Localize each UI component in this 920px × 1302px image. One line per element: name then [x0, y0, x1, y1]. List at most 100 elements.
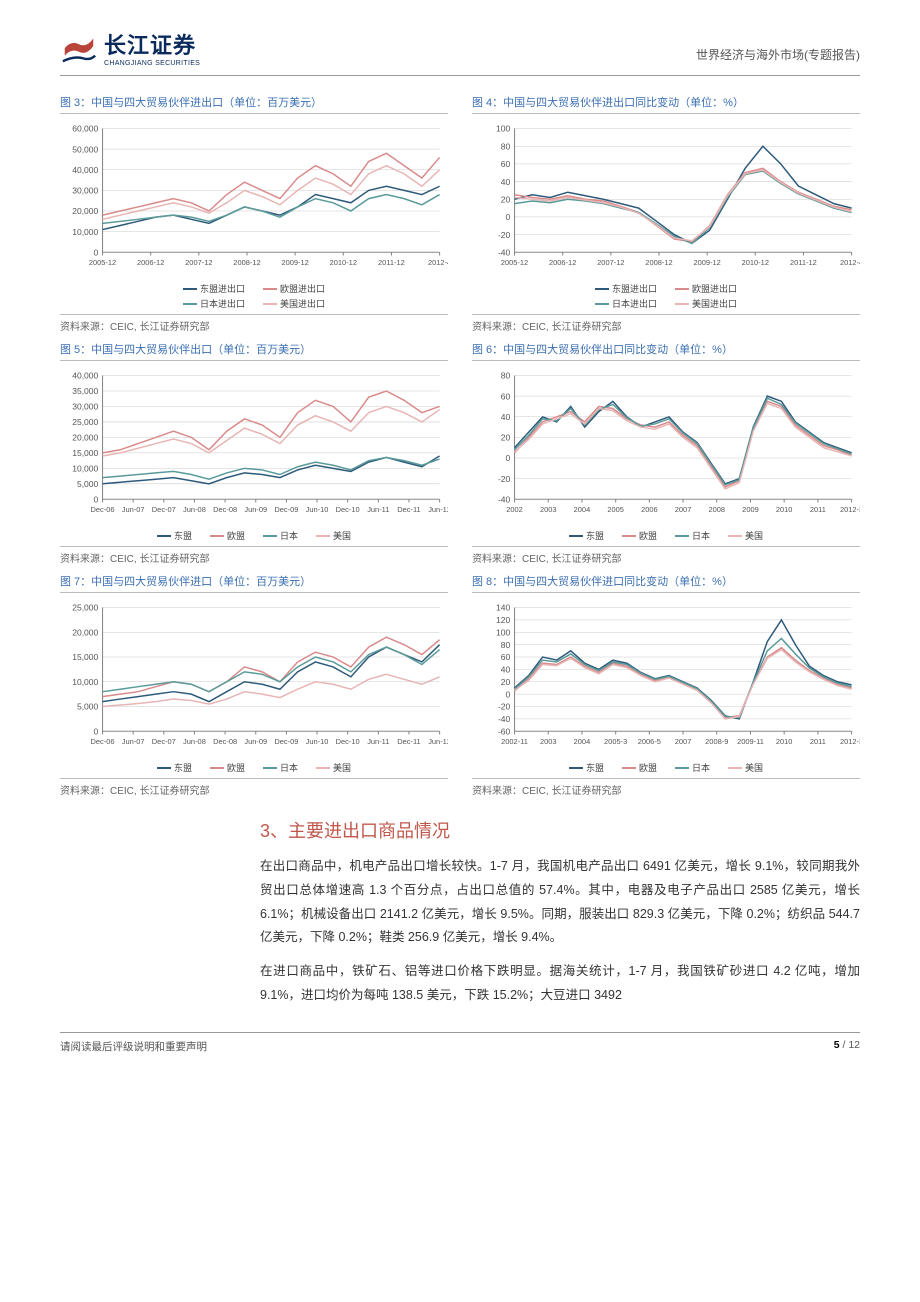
legend-swatch — [569, 535, 583, 537]
chart-legend-row: 东盟 欧盟 日本 美国 — [472, 761, 860, 774]
legend-item: 美国进出口 — [263, 297, 325, 310]
legend-item: 日本 — [263, 529, 298, 542]
legend-label: 东盟 — [586, 529, 604, 542]
svg-text:2011: 2011 — [810, 505, 826, 514]
svg-text:40,000: 40,000 — [72, 165, 98, 175]
svg-text:2005-12: 2005-12 — [501, 258, 528, 267]
svg-text:80: 80 — [501, 640, 511, 650]
svg-text:60: 60 — [501, 159, 511, 169]
svg-text:2006-12: 2006-12 — [549, 258, 576, 267]
logo: 长江证券 CHANGJIANG SECURITIES — [60, 28, 200, 67]
svg-text:2008-12: 2008-12 — [233, 258, 260, 267]
svg-text:50,000: 50,000 — [72, 144, 98, 154]
svg-text:10,000: 10,000 — [72, 464, 98, 474]
svg-text:Dec-08: Dec-08 — [213, 737, 237, 746]
chart-svg: 010,00020,00030,00040,00050,00060,000200… — [60, 120, 448, 280]
legend-swatch — [675, 303, 689, 305]
svg-text:100: 100 — [496, 627, 510, 637]
legend-swatch — [622, 535, 636, 537]
chart-source: 资料来源：CEIC, 长江证券研究部 — [60, 546, 448, 565]
svg-text:0: 0 — [506, 212, 511, 222]
chart-title: 图 7：中国与四大贸易伙伴进口（单位：百万美元） — [60, 573, 448, 593]
chart-title: 图 4：中国与四大贸易伙伴进出口同比变动（单位：%） — [472, 94, 860, 114]
svg-text:2008: 2008 — [708, 505, 725, 514]
svg-text:2011: 2011 — [810, 737, 826, 746]
legend-swatch — [675, 288, 689, 290]
legend-item: 日本进出口 — [595, 297, 657, 310]
legend-item: 日本进出口 — [183, 297, 245, 310]
chart-fig6: 图 6：中国与四大贸易伙伴出口同比变动（单位：%）-40-20020406080… — [472, 341, 860, 565]
page: 长江证券 CHANGJIANG SECURITIES 世界经济与海外市场(专题报… — [0, 0, 920, 1074]
svg-text:-20: -20 — [498, 474, 511, 484]
chart-source: 资料来源：CEIC, 长江证券研究部 — [60, 778, 448, 797]
svg-text:2007-12: 2007-12 — [597, 258, 624, 267]
legend-label: 东盟 — [174, 761, 192, 774]
svg-text:35,000: 35,000 — [72, 386, 98, 396]
svg-text:80: 80 — [501, 141, 511, 151]
svg-text:20: 20 — [501, 194, 511, 204]
svg-text:40: 40 — [501, 665, 511, 675]
svg-text:2009-12: 2009-12 — [693, 258, 720, 267]
legend-swatch — [157, 535, 171, 537]
svg-text:Dec-11: Dec-11 — [397, 737, 420, 746]
chart-source: 资料来源：CEIC, 长江证券研究部 — [60, 314, 448, 333]
svg-text:2009-11: 2009-11 — [737, 737, 764, 746]
legend-label: 美国进出口 — [692, 297, 737, 310]
legend-item: 欧盟进出口 — [675, 282, 737, 295]
svg-text:2010-12: 2010-12 — [330, 258, 357, 267]
legend-item: 欧盟 — [622, 761, 657, 774]
chart-legend-row: 东盟欧盟日本美国 — [60, 761, 448, 774]
svg-text:25,000: 25,000 — [72, 417, 98, 427]
svg-text:2003: 2003 — [540, 737, 557, 746]
svg-text:80: 80 — [501, 371, 511, 381]
svg-text:Dec-11: Dec-11 — [397, 505, 420, 514]
legend-label: 欧盟 — [227, 529, 245, 542]
legend-swatch — [263, 303, 277, 305]
chart-fig8: 图 8：中国与四大贸易伙伴进口同比变动（单位：%）-60-40-20020406… — [472, 573, 860, 797]
svg-text:Jun-12: Jun-12 — [428, 505, 448, 514]
svg-text:Dec-07: Dec-07 — [152, 505, 176, 514]
svg-text:15,000: 15,000 — [72, 448, 98, 458]
svg-text:Jun-08: Jun-08 — [183, 737, 206, 746]
legend-item: 日本 — [675, 761, 710, 774]
legend-swatch — [316, 535, 330, 537]
svg-text:2006: 2006 — [641, 505, 658, 514]
legend-item: 美国 — [728, 529, 763, 542]
legend-swatch — [263, 535, 277, 537]
svg-text:Dec-10: Dec-10 — [336, 737, 360, 746]
legend-swatch — [157, 767, 171, 769]
legend-item: 美国 — [728, 761, 763, 774]
svg-text:2011-12: 2011-12 — [790, 258, 817, 267]
svg-text:2007: 2007 — [675, 505, 692, 514]
svg-text:2005: 2005 — [607, 505, 624, 514]
svg-text:20,000: 20,000 — [72, 627, 98, 637]
legend-label: 美国 — [745, 761, 763, 774]
legend-label: 欧盟进出口 — [692, 282, 737, 295]
svg-text:2010: 2010 — [776, 737, 793, 746]
svg-text:140: 140 — [496, 603, 510, 613]
svg-text:20: 20 — [501, 433, 511, 443]
chart-source: 资料来源：CEIC, 长江证券研究部 — [472, 778, 860, 797]
legend-item: 日本 — [263, 761, 298, 774]
svg-text:Jun-11: Jun-11 — [367, 505, 389, 514]
svg-text:Jun-08: Jun-08 — [183, 505, 206, 514]
svg-text:0: 0 — [506, 453, 511, 463]
chart-legend-row: 日本进出口 美国进出口 — [60, 297, 448, 310]
legend-label: 东盟 — [586, 761, 604, 774]
svg-text:60: 60 — [501, 652, 511, 662]
legend-label: 欧盟 — [639, 761, 657, 774]
legend-swatch — [728, 767, 742, 769]
svg-text:30,000: 30,000 — [72, 186, 98, 196]
svg-text:2004: 2004 — [574, 505, 591, 514]
svg-text:40: 40 — [501, 177, 511, 187]
chart-svg: -60-40-200204060801001201402002-11200320… — [472, 599, 860, 759]
svg-text:Jun-09: Jun-09 — [244, 505, 267, 514]
svg-text:25,000: 25,000 — [72, 603, 98, 613]
legend-label: 美国 — [333, 761, 351, 774]
legend-item: 东盟进出口 — [183, 282, 245, 295]
legend-label: 欧盟进出口 — [280, 282, 325, 295]
footer: 请阅读最后评级说明和重要声明 5 / 12 — [60, 1032, 860, 1054]
svg-text:Dec-09: Dec-09 — [274, 737, 298, 746]
svg-text:60: 60 — [501, 391, 511, 401]
body-para-1: 在出口商品中，机电产品出口增长较快。1-7 月，我国机电产品出口 6491 亿美… — [260, 855, 860, 950]
